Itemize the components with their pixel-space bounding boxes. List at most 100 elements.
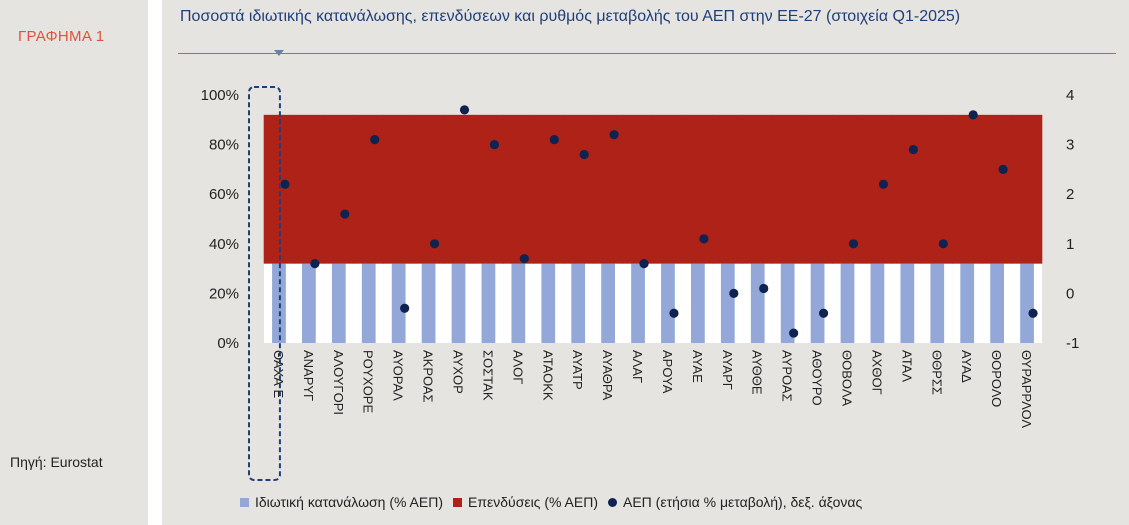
y-left-tick-label: 80% xyxy=(209,137,239,154)
y-right-tick-label: 3 xyxy=(1066,137,1074,154)
gdp-point xyxy=(429,239,440,249)
gdp-point xyxy=(968,110,978,120)
bar-investment xyxy=(622,114,654,264)
gdp-point xyxy=(878,179,889,189)
highlight-box xyxy=(248,86,281,481)
gdp-point xyxy=(310,259,320,269)
bar-consumption xyxy=(990,263,1004,343)
gdp-point xyxy=(818,308,829,318)
bar-consumption xyxy=(451,263,466,343)
gdp-point xyxy=(459,105,470,115)
x-tick-label: ΑΥΟΡΑΛ xyxy=(391,350,406,401)
x-tick-label: ΘΑΧΑ Ε xyxy=(271,350,286,399)
bar-investment xyxy=(383,114,414,264)
bar-consumption xyxy=(302,263,316,343)
x-tick-label: ΑΡΟΥΑ xyxy=(660,350,675,394)
gdp-point xyxy=(729,288,739,298)
y-left-tick-label: 60% xyxy=(209,186,239,203)
bar-consumption xyxy=(750,263,765,343)
bar-investment xyxy=(353,114,384,264)
title-notch xyxy=(274,50,284,56)
gdp-point xyxy=(639,259,649,269)
bar-consumption xyxy=(391,263,406,343)
bar-investment xyxy=(592,114,624,264)
gdp-point xyxy=(1028,308,1038,318)
y-left-tick-label: 0% xyxy=(217,335,239,352)
bar-consumption xyxy=(631,263,645,343)
gdp-point xyxy=(699,234,709,244)
gdp-point xyxy=(938,239,948,249)
bar-investment xyxy=(922,114,953,264)
x-tick-label: ΘΘΡΣΣ xyxy=(929,350,944,395)
bar-investment xyxy=(652,114,684,264)
title-rule xyxy=(178,53,1116,54)
bar-investment xyxy=(1011,114,1043,264)
bar-consumption xyxy=(272,263,286,343)
bar-consumption xyxy=(870,263,885,343)
x-tick-label: ΘΟΒΟΛΑ xyxy=(840,350,855,406)
x-tick-label: ΑΥΘΘΕ xyxy=(750,350,765,395)
legend-item-gdp: ΑΕΠ (ετήσια % μεταβολή), δεξ. άξονας xyxy=(608,494,862,510)
legend-item-investment: Επενδύσεις (% ΑΕΠ) xyxy=(453,494,598,510)
bar-investment xyxy=(981,114,1013,264)
y-right-tick-label: 4 xyxy=(1066,87,1074,104)
x-tick-label: ΑΥΑΡΓ xyxy=(720,350,735,390)
bar-investment xyxy=(473,114,504,264)
x-tick-label: ΑΤΑΛ xyxy=(899,350,914,382)
x-tick-label: ΑΥΑΔ xyxy=(959,350,974,383)
bar-investment xyxy=(832,114,863,264)
y-left-tick-label: 40% xyxy=(209,236,239,253)
x-tick-label: ΑΛΟΥΓΟΡΙ xyxy=(331,350,346,415)
bar-consumption xyxy=(930,263,945,343)
x-tick-label: ΘΥΡΑΡΡΛΟΛ xyxy=(1019,350,1034,428)
bar-consumption xyxy=(960,263,975,343)
y-right-tick-label: -1 xyxy=(1066,335,1079,352)
gdp-point xyxy=(609,130,619,140)
gdp-point xyxy=(848,239,859,249)
gdp-point xyxy=(370,135,380,145)
x-tick-label: ΑΥΑΕ xyxy=(690,350,705,383)
legend-label-consumption: Ιδιωτική κατανάλωση (% ΑΕΠ) xyxy=(255,494,443,510)
gdp-point xyxy=(998,164,1008,174)
bar-consumption xyxy=(691,263,705,343)
chart-title: Ποσοστά ιδιωτικής κατανάλωσης, επενδύσεω… xyxy=(180,8,961,25)
x-tick-label: ΑΘΟΥΡΟ xyxy=(810,350,825,406)
gdp-point xyxy=(519,254,529,264)
gdp-point xyxy=(489,140,500,150)
bar-consumption xyxy=(900,263,915,343)
bar-investment xyxy=(742,114,773,264)
bar-consumption xyxy=(571,263,586,343)
legend-dot-gdp xyxy=(608,497,617,507)
y-right-tick-label: 1 xyxy=(1066,236,1074,253)
y-left-tick-label: 100% xyxy=(201,87,239,104)
bar-investment xyxy=(862,114,893,264)
bar-investment xyxy=(503,114,534,264)
bars-group xyxy=(263,114,1043,343)
gdp-point xyxy=(759,283,769,294)
legend-swatch-investment xyxy=(453,497,462,507)
bar-consumption xyxy=(331,263,346,343)
bar-investment xyxy=(802,114,833,264)
x-tick-label: ΡΟΥΧΟΡΕ xyxy=(361,350,376,413)
bar-consumption xyxy=(1020,263,1034,343)
gdp-point xyxy=(400,303,410,313)
divider-strip xyxy=(148,0,162,525)
bar-investment xyxy=(323,114,355,264)
bar-investment xyxy=(533,114,564,264)
x-tick-label: ΘΟΡΟΛΟ xyxy=(989,350,1004,407)
y-left-tick-label: 20% xyxy=(209,285,239,302)
bar-investment xyxy=(712,114,744,264)
bar-consumption xyxy=(720,263,735,343)
bar-investment xyxy=(682,114,714,264)
bar-investment xyxy=(562,114,594,264)
legend-label-gdp: ΑΕΠ (ετήσια % μεταβολή), δεξ. άξονας xyxy=(623,494,863,510)
legend-label-investment: Επενδύσεις (% ΑΕΠ) xyxy=(468,494,598,510)
x-tick-label: ΑΤΑΟΚΚ xyxy=(540,350,555,401)
bar-consumption xyxy=(361,263,376,343)
bar-investment xyxy=(892,114,923,264)
legend-swatch-consumption xyxy=(240,497,249,507)
bar-investment xyxy=(413,114,444,264)
left-column: ΓΡΑΦΗΜΑ 1 Πηγή: Eurostat xyxy=(0,0,148,525)
bar-consumption xyxy=(601,263,615,343)
